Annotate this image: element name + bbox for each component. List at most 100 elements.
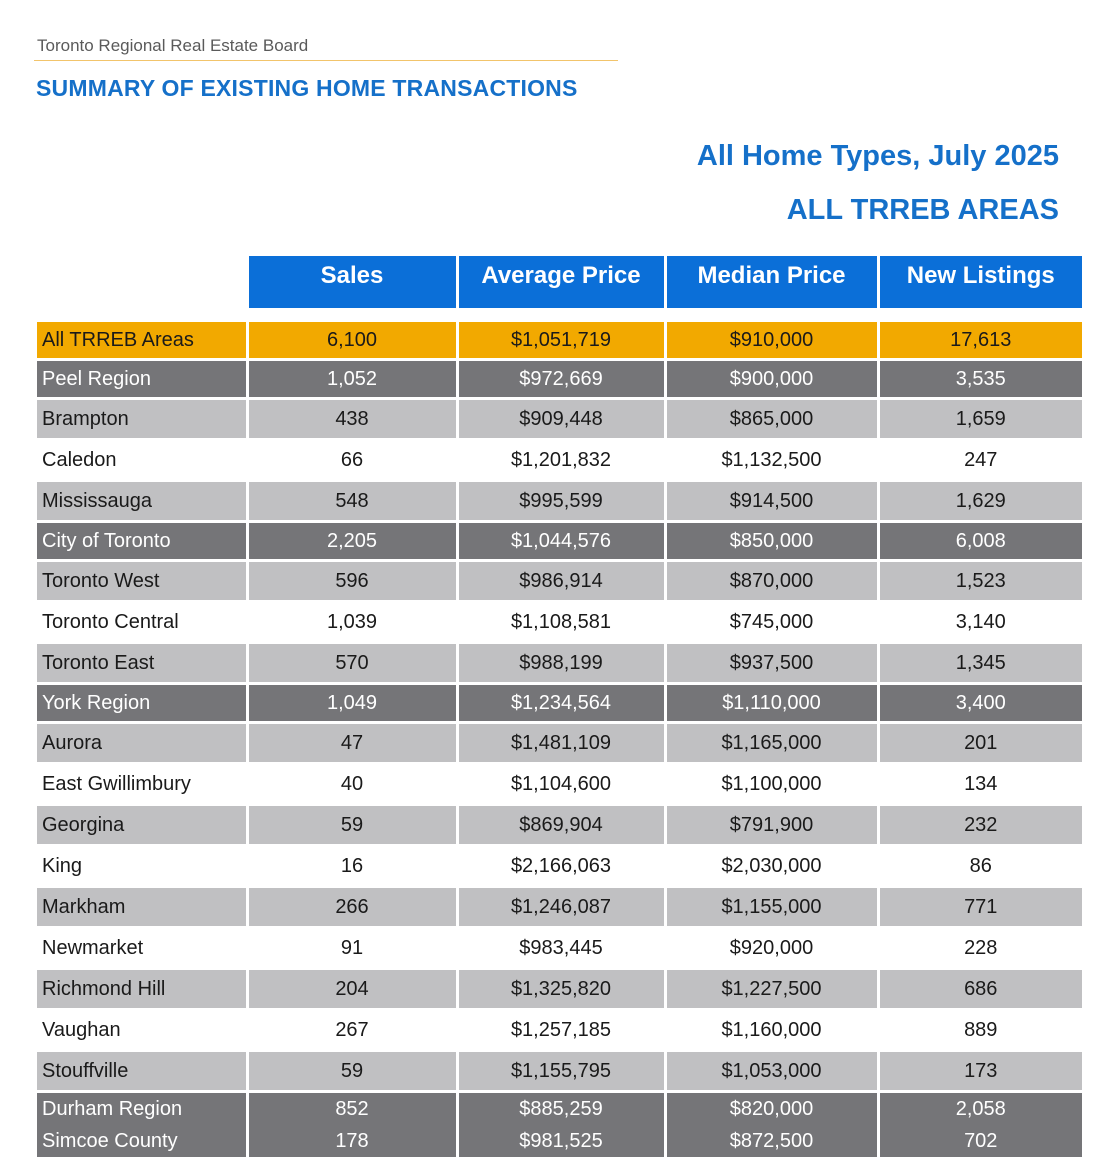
median-price-cell: $872,500: [663, 1125, 878, 1157]
sales-cell: 267: [245, 1009, 457, 1052]
average-price-cell: $986,914: [455, 560, 665, 603]
area-cell: Toronto West: [37, 560, 247, 603]
sales-cell: 91: [245, 927, 457, 970]
average-price-cell: $972,669: [455, 359, 665, 400]
area-cell: East Gwillimbury: [37, 763, 247, 806]
sales-cell: 66: [245, 439, 457, 482]
transactions-table: Sales Average Price Median Price New Lis…: [37, 256, 1082, 1157]
table-body: All TRREB Areas 6,100 $1,051,719 $910,000 17…: [37, 308, 1082, 1157]
median-price-cell: $900,000: [663, 359, 878, 400]
table-row: Brampton 438 $909,448 $865,000 1,659: [37, 398, 1082, 441]
median-price-cell: $850,000: [663, 521, 878, 562]
average-price-cell: $1,108,581: [455, 601, 665, 644]
median-price-cell: $910,000: [663, 322, 878, 361]
sales-cell: 2,205: [245, 521, 457, 562]
average-price-cell: $1,481,109: [455, 722, 665, 765]
area-cell: Vaughan: [37, 1009, 247, 1052]
area-cell: Toronto East: [37, 642, 247, 685]
area-cell: Toronto Central: [37, 601, 247, 644]
area-cell: Aurora: [37, 722, 247, 765]
area-cell: Newmarket: [37, 927, 247, 970]
sales-cell: 438: [245, 398, 457, 441]
new-listings-cell: 247: [876, 439, 1082, 482]
area-cell: Mississauga: [37, 480, 247, 523]
new-listings-cell: 232: [876, 804, 1082, 847]
new-listings-cell: 201: [876, 722, 1082, 765]
sales-cell: 16: [245, 845, 457, 888]
table-row: East Gwillimbury 40 $1,104,600 $1,100,000 13…: [37, 763, 1082, 806]
average-price-cell: $1,044,576: [455, 521, 665, 562]
table-row: Richmond Hill 204 $1,325,820 $1,227,500 686: [37, 968, 1082, 1011]
average-price-cell: $1,234,564: [455, 683, 665, 724]
median-price-cell: $870,000: [663, 560, 878, 603]
median-price-cell: $937,500: [663, 642, 878, 685]
median-price-cell: $865,000: [663, 398, 878, 441]
median-price-cell: $1,160,000: [663, 1009, 878, 1052]
sales-cell: 266: [245, 886, 457, 929]
area-cell: Peel Region: [37, 359, 247, 400]
table-row: Toronto Central 1,039 $1,108,581 $745,000 3,…: [37, 601, 1082, 644]
average-price-cell: $1,051,719: [455, 322, 665, 361]
sales-cell: 596: [245, 560, 457, 603]
column-header-new-listings: New Listings: [876, 256, 1082, 308]
area-cell: Simcoe County: [37, 1125, 247, 1157]
area-cell: York Region: [37, 683, 247, 724]
average-price-cell: $988,199: [455, 642, 665, 685]
sales-cell: 1,052: [245, 359, 457, 400]
sales-cell: 40: [245, 763, 457, 806]
new-listings-cell: 173: [876, 1050, 1082, 1093]
new-listings-cell: 3,400: [876, 683, 1082, 724]
column-header-median-price: Median Price: [663, 256, 878, 308]
table-row: King 16 $2,166,063 $2,030,000 86: [37, 845, 1082, 888]
sales-cell: 6,100: [245, 322, 457, 361]
table-row: Newmarket 91 $983,445 $920,000 228: [37, 927, 1082, 970]
median-price-cell: $914,500: [663, 480, 878, 523]
area-cell: City of Toronto: [37, 521, 247, 562]
new-listings-cell: 6,008: [876, 521, 1082, 562]
area-cell: Durham Region: [37, 1091, 247, 1125]
area-cell: All TRREB Areas: [37, 322, 247, 361]
median-price-cell: $1,053,000: [663, 1050, 878, 1093]
median-price-cell: $791,900: [663, 804, 878, 847]
sales-cell: 204: [245, 968, 457, 1011]
average-price-cell: $983,445: [455, 927, 665, 970]
area-cell: Richmond Hill: [37, 968, 247, 1011]
median-price-cell: $1,165,000: [663, 722, 878, 765]
area-cell: Markham: [37, 886, 247, 929]
organization-name: Toronto Regional Real Estate Board: [37, 36, 309, 55]
average-price-cell: $869,904: [455, 804, 665, 847]
table-row: Stouffville 59 $1,155,795 $1,053,000 173: [37, 1050, 1082, 1093]
table-row: Toronto West 596 $986,914 $870,000 1,523: [37, 560, 1082, 603]
median-price-cell: $1,100,000: [663, 763, 878, 806]
table-row: All TRREB Areas 6,100 $1,051,719 $910,000 17…: [37, 322, 1082, 361]
new-listings-cell: 86: [876, 845, 1082, 888]
median-price-cell: $1,227,500: [663, 968, 878, 1011]
average-price-cell: $885,259: [455, 1091, 665, 1125]
new-listings-cell: 17,613: [876, 322, 1082, 361]
table-row: City of Toronto 2,205 $1,044,576 $850,000 6,…: [37, 521, 1082, 562]
sales-cell: 1,039: [245, 601, 457, 644]
area-cell: Caledon: [37, 439, 247, 482]
period-subtitle: All Home Types, July 2025: [696, 140, 1059, 172]
average-price-cell: $1,201,832: [455, 439, 665, 482]
new-listings-cell: 771: [876, 886, 1082, 929]
area-subtitle: ALL TRREB AREAS: [786, 194, 1059, 226]
average-price-cell: $981,525: [455, 1125, 665, 1157]
new-listings-cell: 1,345: [876, 642, 1082, 685]
new-listings-cell: 686: [876, 968, 1082, 1011]
table-row: Mississauga 548 $995,599 $914,500 1,629: [37, 480, 1082, 523]
table-header-row: Sales Average Price Median Price New Lis…: [37, 256, 1082, 308]
sales-cell: 59: [245, 804, 457, 847]
table-row: Vaughan 267 $1,257,185 $1,160,000 889: [37, 1009, 1082, 1052]
table-row: Aurora 47 $1,481,109 $1,165,000 201: [37, 722, 1082, 765]
header-divider: [34, 60, 618, 61]
new-listings-cell: 2,058: [876, 1091, 1082, 1125]
average-price-cell: $995,599: [455, 480, 665, 523]
sales-cell: 178: [245, 1125, 457, 1157]
sales-cell: 1,049: [245, 683, 457, 724]
area-cell: Stouffville: [37, 1050, 247, 1093]
new-listings-cell: 702: [876, 1125, 1082, 1157]
new-listings-cell: 228: [876, 927, 1082, 970]
report-title: SUMMARY OF EXISTING HOME TRANSACTIONS: [36, 75, 578, 101]
sales-cell: 852: [245, 1091, 457, 1125]
